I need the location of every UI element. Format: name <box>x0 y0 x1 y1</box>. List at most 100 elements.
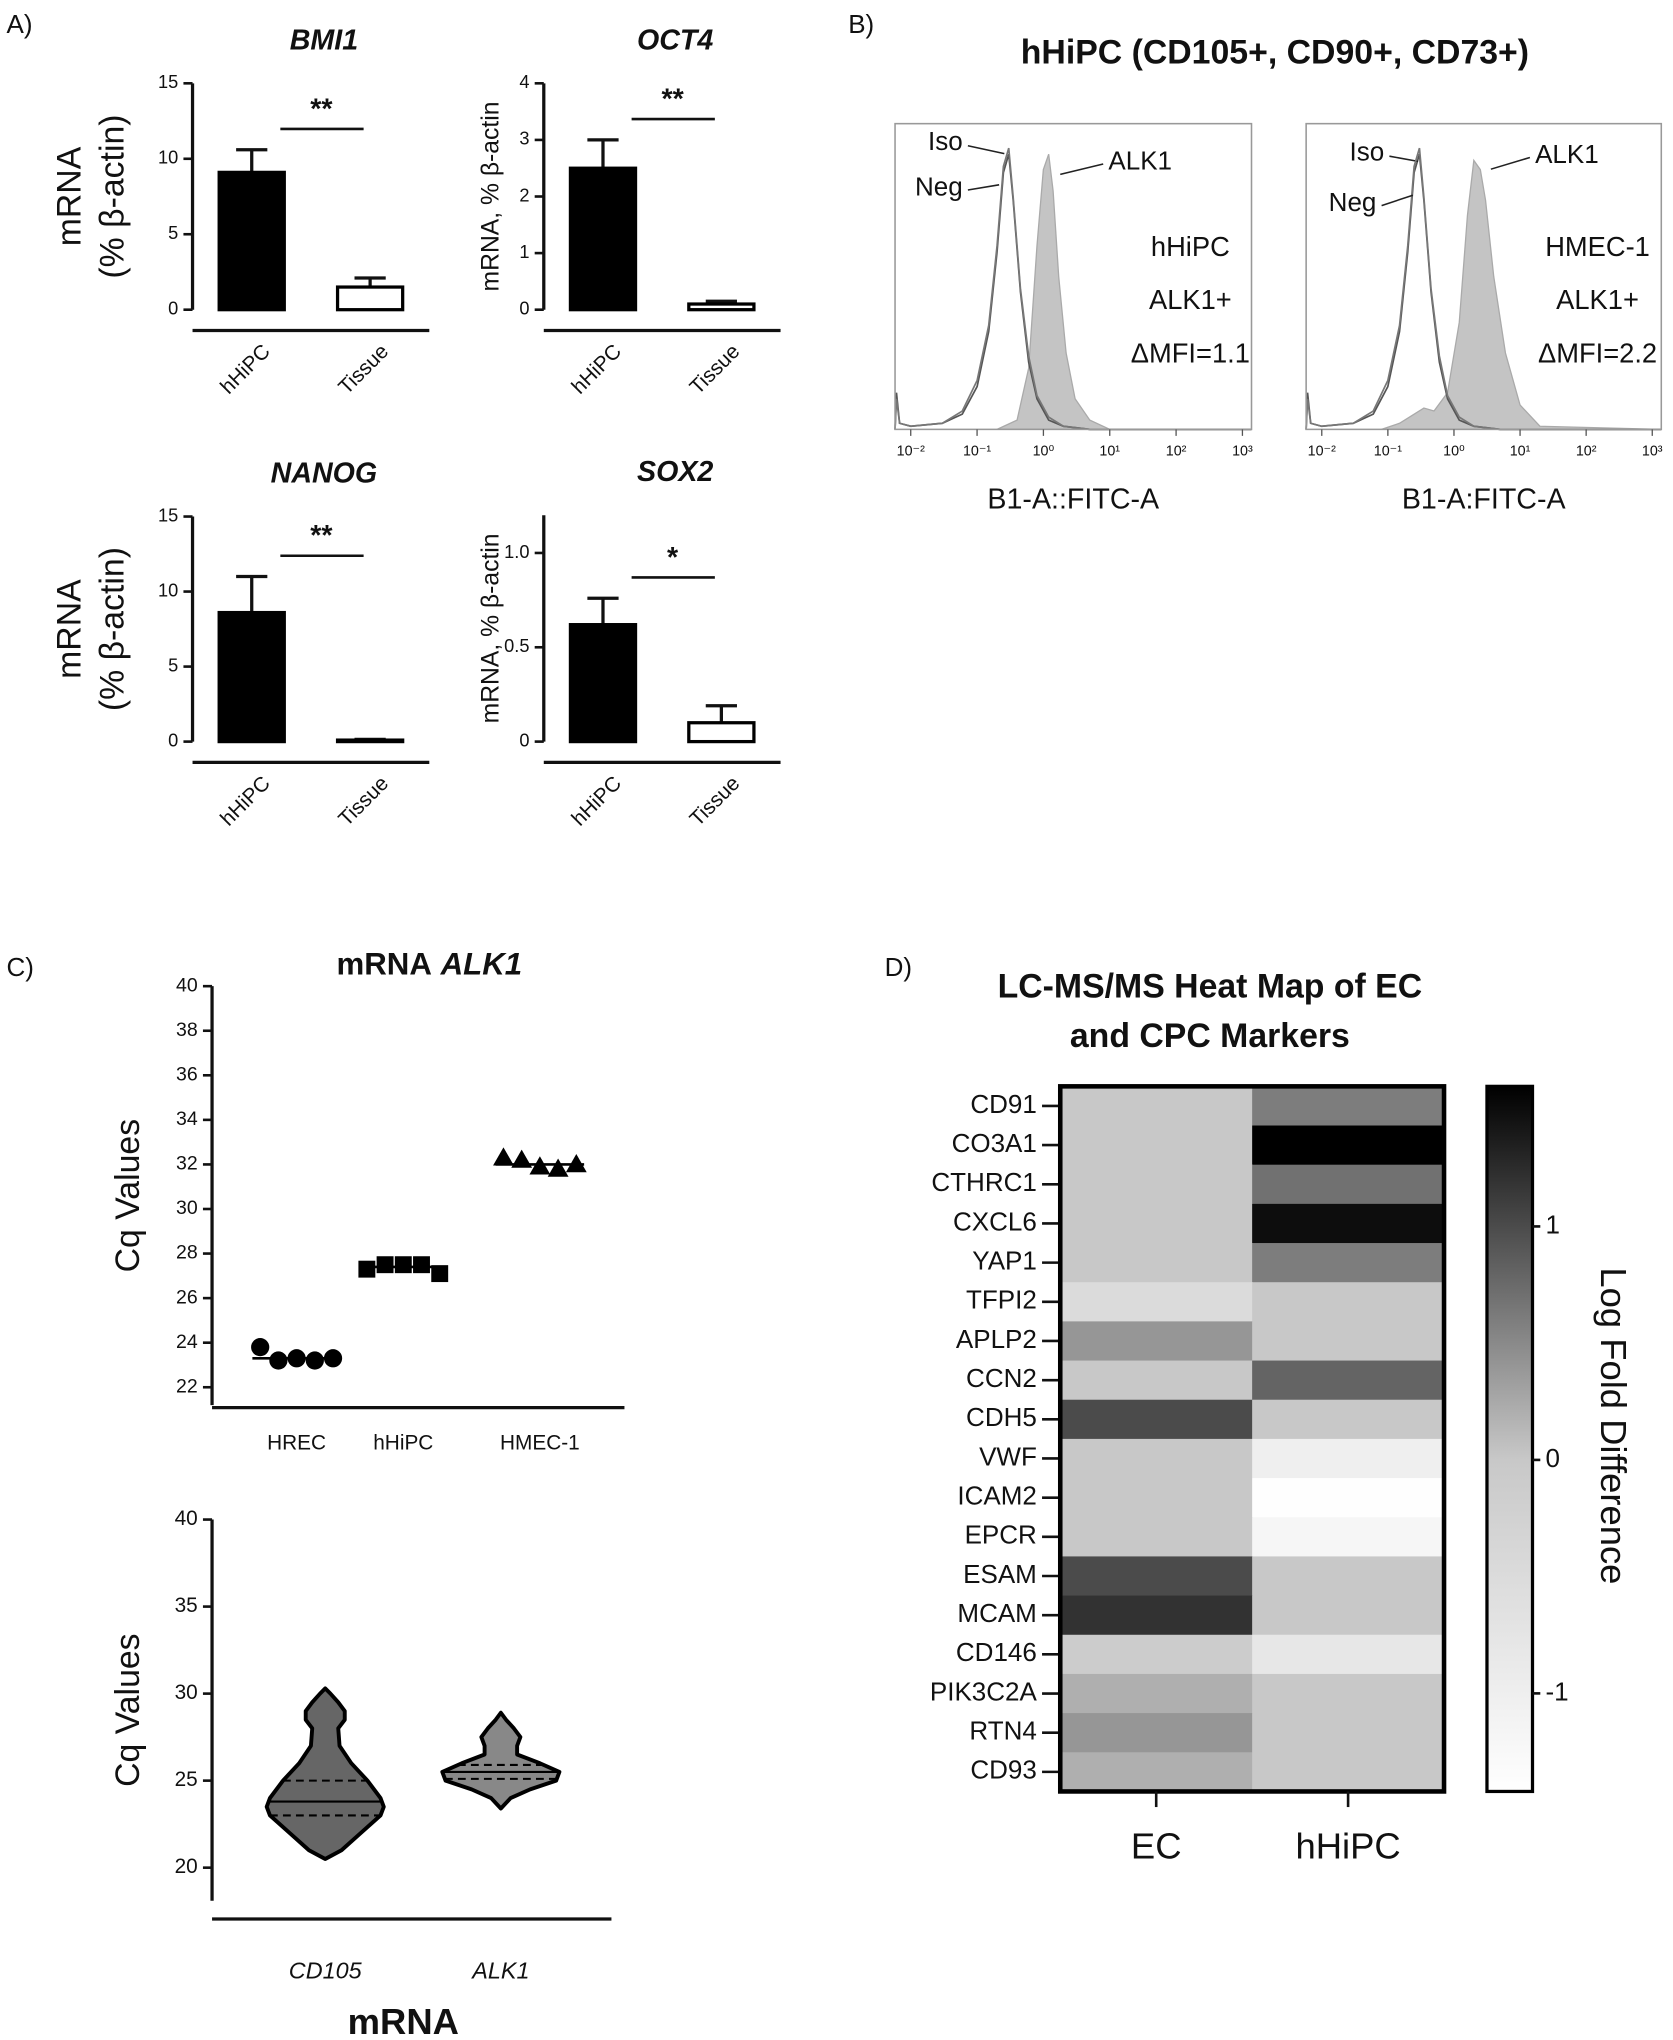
x-tick-label: 10³ <box>1232 443 1253 459</box>
bar <box>687 302 756 312</box>
heatmap-cell <box>1252 1164 1445 1205</box>
bar <box>217 610 286 744</box>
row-label: TFPI2 <box>966 1285 1037 1315</box>
column-label: hHiPC <box>1295 1825 1400 1866</box>
y-tick-label: 0.5 <box>504 636 529 656</box>
data-point <box>565 1154 587 1173</box>
y-axis-label: Cq Values <box>109 1633 147 1787</box>
row-label: VWF <box>979 1441 1037 1471</box>
x-tick-label: 10³ <box>1642 443 1663 459</box>
y-tick-label: 0 <box>519 299 529 319</box>
heatmap-cell <box>1252 1673 1445 1714</box>
data-point <box>376 1256 394 1274</box>
significance-label: ** <box>310 520 333 552</box>
colorbar-tick-label: -1 <box>1546 1676 1569 1706</box>
bar <box>217 170 286 312</box>
bar <box>687 721 756 744</box>
row-label: ESAM <box>963 1559 1037 1589</box>
data-point <box>269 1351 288 1370</box>
y-tick-label: 10 <box>158 580 178 600</box>
heatmap-cell <box>1252 1282 1445 1323</box>
heatmap-cell <box>1060 1282 1253 1323</box>
row-label: RTN4 <box>969 1716 1036 1746</box>
significance-label: ** <box>661 83 684 115</box>
column-label: EC <box>1131 1825 1182 1866</box>
heatmap-cell <box>1252 1517 1445 1558</box>
x-tick-label: 10² <box>1166 443 1187 459</box>
x-tick-label: 10⁻¹ <box>1374 443 1402 459</box>
y-tick-label: 20 <box>175 1855 198 1878</box>
title-part: mRNA <box>336 947 431 982</box>
y-axis-label: (% β-actin) <box>93 547 131 711</box>
y-tick-label: 4 <box>519 72 529 92</box>
chart-title: BMI1 <box>290 24 358 56</box>
x-tick-label: Tissue <box>334 340 393 399</box>
annotation: ALK1+ <box>1556 284 1639 315</box>
panel-label: D) <box>885 952 912 982</box>
chart-title: and CPC Markers <box>1070 1017 1350 1055</box>
heatmap-cell <box>1060 1634 1253 1675</box>
y-tick-label: 30 <box>175 1681 198 1704</box>
data-point <box>358 1260 376 1278</box>
row-label: CD91 <box>970 1089 1036 1119</box>
panel-label: C) <box>7 952 34 982</box>
heatmap-cell <box>1252 1556 1445 1597</box>
bar <box>335 285 405 312</box>
data-point <box>493 1147 514 1166</box>
x-tick-label: hHiPC <box>373 1432 433 1455</box>
y-axis-label: mRNA <box>50 579 88 679</box>
leader-line <box>1381 194 1414 207</box>
x-tick-label: 10⁻² <box>897 443 925 459</box>
chart-title: NANOG <box>271 457 378 489</box>
chart-title: LC-MS/MS Heat Map of EC <box>998 968 1423 1006</box>
significance-label: ** <box>310 93 333 125</box>
row-label: CO3A1 <box>952 1128 1037 1158</box>
heatmap-cell <box>1060 1595 1253 1636</box>
x-tick-label: 10¹ <box>1510 443 1531 459</box>
data-point <box>305 1351 324 1370</box>
y-tick-label: 0 <box>519 730 529 750</box>
y-tick-label: 26 <box>176 1286 198 1308</box>
x-tick-label: hHiPC <box>567 772 626 831</box>
panel-title: hHiPC (CD105+, CD90+, CD73+) <box>1021 34 1529 72</box>
y-axis-label: Cq Values <box>109 1119 147 1273</box>
heatmap-cell <box>1252 1086 1445 1127</box>
heatmap-cell <box>1252 1125 1445 1166</box>
heatmap-cell <box>1060 1399 1253 1440</box>
y-tick-label: 0 <box>168 730 178 750</box>
row-label: CD146 <box>956 1637 1037 1667</box>
x-tick-label: 10⁰ <box>1443 443 1465 459</box>
y-tick-label: 36 <box>176 1063 198 1085</box>
heatmap-cell <box>1060 1125 1253 1166</box>
x-tick-label: hHiPC <box>216 340 275 399</box>
x-axis-label: B1-A:FITC-A <box>1402 483 1567 515</box>
y-tick-label: 24 <box>176 1331 198 1353</box>
x-tick-label: Tissue <box>685 340 744 399</box>
plot-frame <box>1305 122 1663 431</box>
data-point <box>394 1256 412 1274</box>
y-tick-label: 25 <box>175 1768 198 1791</box>
y-tick-label: 38 <box>176 1019 198 1041</box>
series-label: Iso <box>1350 136 1385 166</box>
data-point <box>431 1265 449 1283</box>
row-label: CXCL6 <box>953 1206 1037 1236</box>
leader-line <box>1490 156 1531 170</box>
chart-title: mRNA ALK1 <box>336 947 522 982</box>
row-label: CD93 <box>970 1755 1036 1785</box>
series-label: Neg <box>915 172 963 202</box>
heatmap-frame <box>1057 1084 1447 1794</box>
heatmap-cell <box>1252 1713 1445 1753</box>
heatmap-cell <box>1060 1517 1253 1558</box>
x-tick-label: HREC <box>267 1432 326 1455</box>
heatmap-cell <box>1060 1438 1253 1479</box>
x-axis-label: B1-A::FITC-A <box>987 483 1160 515</box>
data-point <box>529 1156 551 1175</box>
y-axis-label: mRNA, % β-actin <box>477 533 504 723</box>
chart-title: OCT4 <box>637 24 713 56</box>
chart-title: SOX2 <box>637 456 713 488</box>
x-tick-label: 10² <box>1576 443 1597 459</box>
heatmap-cell <box>1252 1478 1445 1518</box>
density-line <box>1305 147 1662 431</box>
x-tick-label: hHiPC <box>216 772 275 831</box>
